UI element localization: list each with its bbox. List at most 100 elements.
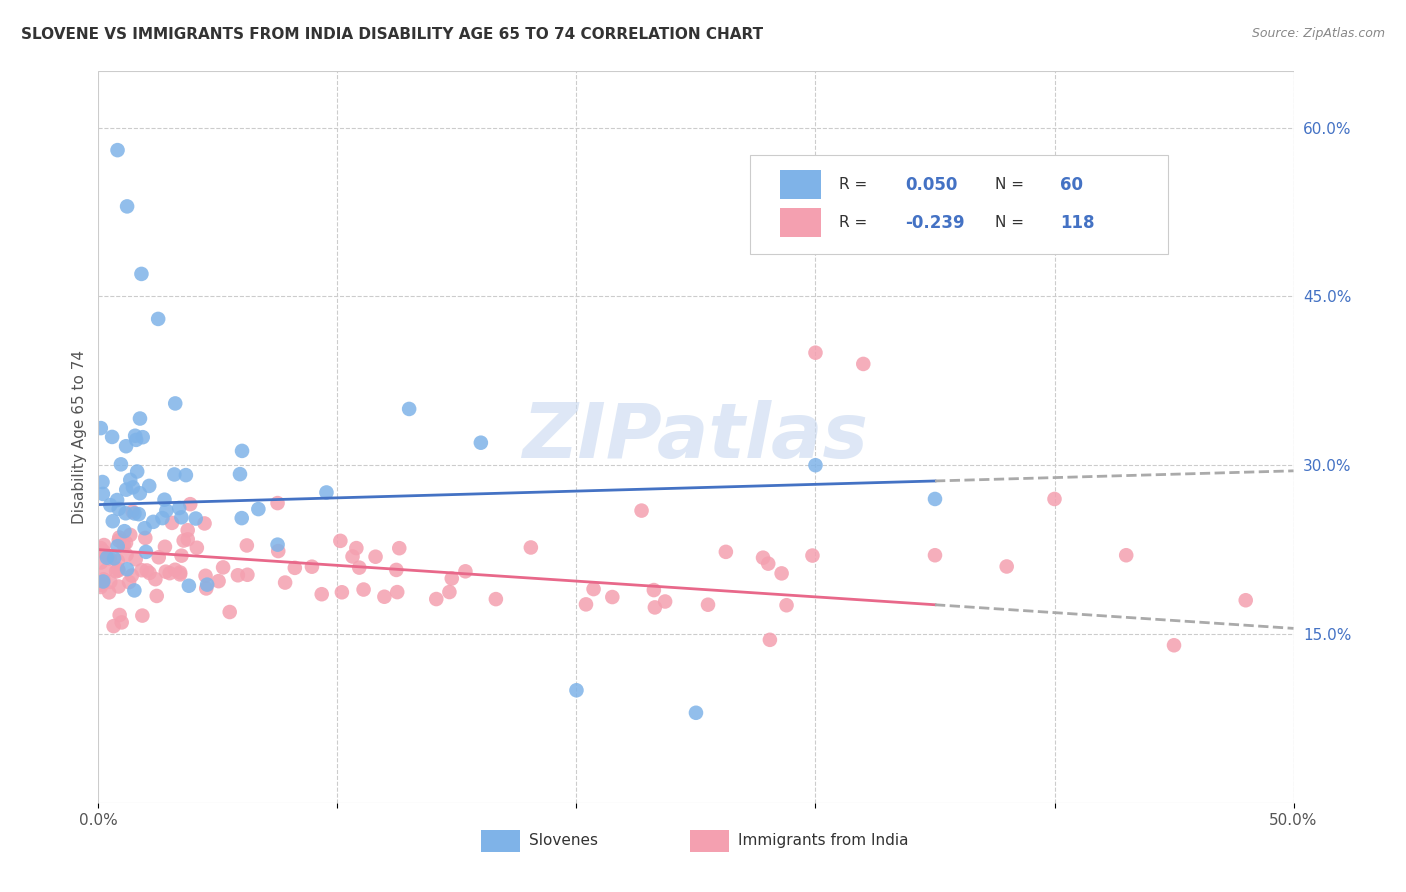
Point	[115, 483, 138, 497]
Point	[94, 564, 117, 578]
Point	[170, 549, 193, 563]
Point	[301, 559, 323, 574]
Text: Slovenes: Slovenes	[529, 833, 598, 848]
Point	[131, 430, 153, 444]
Text: 118: 118	[1060, 214, 1095, 232]
Point	[160, 516, 183, 530]
Point	[575, 598, 598, 612]
Point	[425, 592, 447, 607]
Point	[398, 401, 420, 416]
Point	[1163, 638, 1185, 652]
Point	[169, 567, 191, 582]
Point	[170, 510, 193, 524]
Point	[565, 683, 588, 698]
Point	[173, 533, 195, 548]
Point	[124, 507, 146, 521]
Point	[752, 550, 775, 565]
Point	[153, 492, 176, 507]
Point	[112, 538, 135, 552]
Point	[1043, 491, 1066, 506]
Point	[107, 562, 129, 576]
Point	[153, 540, 176, 554]
Point	[167, 501, 190, 516]
Point	[93, 538, 115, 552]
Point	[852, 357, 875, 371]
Point	[90, 421, 112, 435]
Point	[131, 267, 153, 281]
Point	[145, 589, 167, 603]
Point	[125, 433, 148, 447]
Point	[107, 554, 129, 568]
Point	[229, 467, 252, 482]
Point	[644, 600, 666, 615]
Point	[148, 312, 170, 326]
Point	[184, 511, 207, 525]
Point	[485, 592, 508, 607]
Point	[103, 551, 125, 566]
Point	[98, 574, 121, 589]
Point	[177, 579, 200, 593]
Point	[756, 557, 779, 571]
Point	[91, 543, 114, 558]
Point	[91, 475, 114, 489]
Point	[93, 573, 115, 587]
Point	[145, 572, 167, 586]
Point	[115, 536, 138, 550]
FancyBboxPatch shape	[749, 155, 1168, 254]
Point	[685, 706, 707, 720]
Point	[107, 143, 129, 157]
Point	[630, 503, 652, 517]
Point	[128, 486, 150, 500]
Point	[643, 583, 665, 598]
Point	[344, 541, 367, 555]
Point	[212, 560, 235, 574]
Point	[1234, 593, 1257, 607]
Point	[128, 507, 150, 521]
Point	[267, 544, 290, 558]
Text: R =: R =	[839, 215, 873, 230]
Point	[108, 531, 131, 545]
Text: R =: R =	[839, 178, 873, 193]
Point	[236, 567, 259, 582]
Point	[138, 566, 160, 580]
Point	[107, 539, 129, 553]
Point	[114, 506, 136, 520]
Point	[470, 435, 492, 450]
Point	[193, 516, 215, 531]
Point	[454, 564, 477, 578]
Point	[654, 594, 676, 608]
Point	[995, 559, 1018, 574]
Point	[226, 568, 249, 582]
Point	[98, 585, 121, 599]
Point	[125, 552, 148, 566]
Point	[176, 523, 198, 537]
Point	[163, 467, 186, 482]
Point	[98, 551, 121, 566]
Point	[91, 487, 114, 501]
Point	[1115, 548, 1137, 562]
Point	[775, 599, 797, 613]
Text: 0.050: 0.050	[905, 176, 957, 194]
Text: ZIPatlas: ZIPatlas	[523, 401, 869, 474]
Text: -0.239: -0.239	[905, 214, 965, 232]
Point	[804, 345, 827, 359]
Point	[195, 582, 218, 596]
Point	[924, 548, 946, 562]
Point	[714, 545, 737, 559]
Point	[177, 533, 200, 547]
FancyBboxPatch shape	[780, 170, 821, 200]
Point	[231, 443, 253, 458]
Point	[759, 632, 782, 647]
Point	[804, 458, 827, 473]
Point	[129, 411, 152, 425]
Point	[174, 468, 197, 483]
FancyBboxPatch shape	[481, 830, 520, 852]
Point	[135, 564, 157, 578]
Point	[107, 533, 129, 548]
Point	[91, 574, 114, 589]
Point	[107, 580, 129, 594]
Point	[231, 511, 253, 525]
Point	[124, 583, 146, 598]
Point	[107, 563, 129, 577]
Point	[148, 550, 170, 565]
